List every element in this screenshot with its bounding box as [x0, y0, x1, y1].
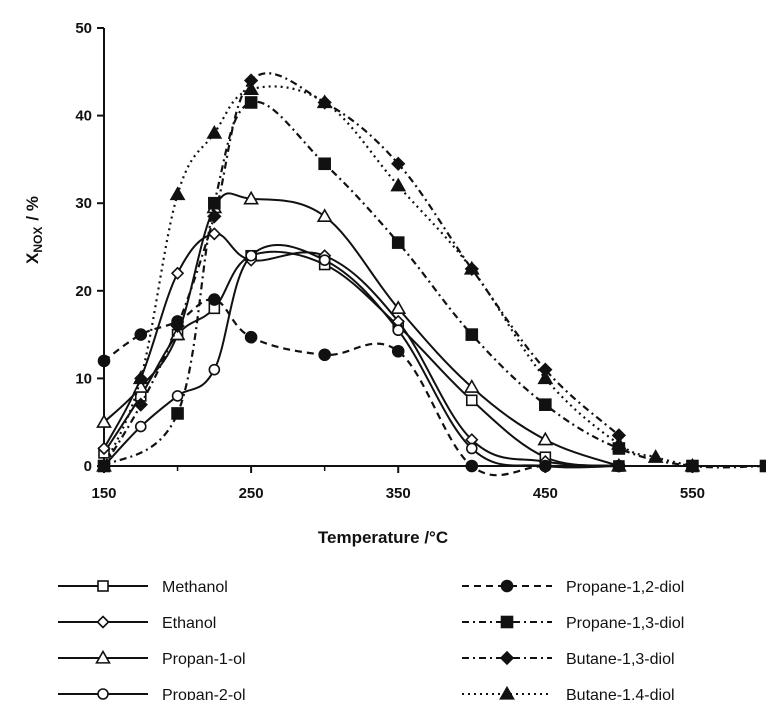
y-tick-label: 40: [75, 108, 92, 125]
y-tick-label: 30: [75, 195, 92, 212]
data-point: [246, 251, 256, 261]
data-point: [173, 391, 183, 401]
legend-entry: Butane-1,4-diol: [462, 687, 675, 700]
data-point: [209, 294, 220, 305]
legend-label: Propan-1-ol: [162, 651, 246, 668]
y-axis-title-unit: / %: [23, 196, 42, 221]
legend-label: Propane-1,3-diol: [566, 615, 684, 632]
data-point: [319, 349, 330, 360]
x-tick-label: 450: [533, 485, 558, 502]
y-axis-title: XNOX / %: [23, 196, 45, 264]
svg-text:XNOX/ %: XNOX / %: [23, 196, 45, 264]
data-point: [172, 268, 183, 279]
data-point: [540, 461, 551, 472]
series-line: [104, 102, 766, 468]
legend-marker: [98, 689, 108, 699]
y-tick-label: 10: [75, 370, 92, 387]
x-axis-title: Temperature /°C: [318, 528, 448, 547]
data-point: [393, 237, 404, 248]
data-point: [208, 127, 221, 138]
series-line: [104, 245, 619, 467]
y-tick-label: 20: [75, 283, 92, 300]
axes: [104, 28, 766, 466]
legend-marker: [98, 581, 108, 591]
x-tick-label: 150: [91, 485, 116, 502]
legend-label: Butane-1,3-diol: [566, 651, 675, 668]
x-tick-label: 550: [680, 485, 705, 502]
legend-marker: [98, 617, 109, 628]
legend-label: Propan-2-ol: [162, 687, 246, 700]
series-butane-1-4-diol: [98, 83, 699, 471]
data-point: [319, 158, 330, 169]
legend-entry: Butane-1,3-diol: [462, 651, 675, 668]
legend-entry: Propane-1,3-diol: [462, 615, 684, 632]
data-point: [246, 332, 257, 343]
legend-label: Butane-1,4-diol: [566, 687, 675, 700]
data-point: [393, 325, 403, 335]
legend-entry: Propane-1,2-diol: [462, 579, 684, 596]
data-point: [467, 395, 477, 405]
series-propane-1-3-diol: [99, 97, 766, 472]
data-point: [136, 422, 146, 432]
legend: Methanol Ethanol Propan-1-ol Propan-2-ol Pro…: [58, 579, 684, 700]
legend-marker: [502, 617, 513, 628]
y-tick-label: 50: [75, 20, 92, 37]
data-point: [320, 255, 330, 265]
data-point: [209, 365, 219, 375]
legend-marker: [501, 652, 513, 664]
legend-entry: Methanol: [58, 579, 228, 596]
plot-area: [98, 73, 766, 475]
series-line: [104, 86, 692, 466]
data-point: [467, 443, 477, 453]
data-point: [318, 210, 331, 221]
data-point: [246, 97, 257, 108]
legend-label: Ethanol: [162, 615, 216, 632]
legend-entry: Ethanol: [58, 615, 216, 632]
y-axis-title-main: X: [23, 252, 42, 264]
data-point: [172, 408, 183, 419]
data-point: [466, 461, 477, 472]
y-axis-title-sub: NOX: [31, 227, 45, 253]
data-point: [135, 329, 146, 340]
legend-label: Propane-1,2-diol: [566, 579, 684, 596]
data-point: [99, 355, 110, 366]
data-point: [539, 433, 552, 444]
data-point: [466, 329, 477, 340]
data-point: [613, 461, 624, 472]
x-tick-label: 350: [386, 485, 411, 502]
data-point: [171, 188, 184, 199]
ticks: [97, 28, 766, 473]
legend-marker: [502, 581, 513, 592]
series-line: [104, 234, 619, 466]
data-point: [761, 461, 766, 472]
series-line: [104, 252, 619, 466]
x-tick-label: 250: [239, 485, 264, 502]
legend-label: Methanol: [162, 579, 228, 596]
data-point: [540, 399, 551, 410]
data-point: [393, 346, 404, 357]
y-tick-label: 0: [84, 458, 92, 475]
legend-entry: Propan-2-ol: [58, 687, 246, 700]
legend-entry: Propan-1-ol: [58, 651, 246, 668]
